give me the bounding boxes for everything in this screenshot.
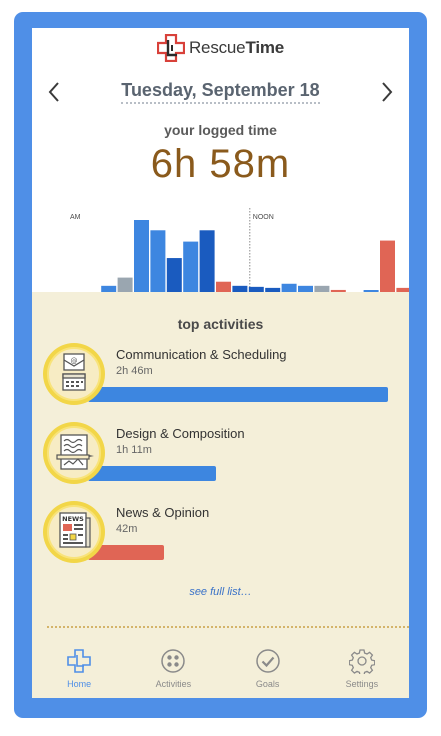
chart-marker-label: AM [70, 214, 81, 221]
logged-time-label: your logged time [164, 122, 277, 138]
logo-text: RescueTime [188, 38, 285, 57]
tab-label: Settings [345, 679, 379, 689]
chart-bar[interactable] [117, 277, 133, 292]
newspaper-icon: NEWS [43, 501, 105, 563]
activities-dots-icon [161, 649, 186, 673]
tab-home[interactable]: Home [32, 638, 126, 698]
rescuetime-logo-icon [156, 33, 186, 63]
activity-duration: 1h 11m [116, 444, 152, 456]
settings-gear-icon [348, 649, 375, 674]
app-screen: RescueTime Tuesday, September 18 your lo… [32, 28, 409, 698]
chart-bar[interactable] [134, 220, 149, 292]
date-navigator: Tuesday, September 18 [32, 78, 409, 106]
activity-row[interactable]: Design & Composition 1h 11m [42, 421, 402, 493]
home-cross-icon [67, 649, 91, 673]
chart-bar[interactable] [363, 290, 379, 292]
dotted-divider [47, 626, 409, 628]
svg-text:NEWS: NEWS [62, 515, 84, 523]
chart-bar[interactable] [150, 230, 166, 292]
bottom-tab-bar: Home Activities Goals Settings [32, 638, 409, 698]
activity-bar [88, 545, 164, 560]
chart-bar[interactable] [265, 287, 281, 292]
chart-bar[interactable] [101, 285, 117, 292]
chart-bar[interactable] [396, 287, 409, 292]
activity-name: Communication & Scheduling [116, 347, 287, 362]
see-full-list-link[interactable]: see full list… [189, 586, 252, 598]
chart-marker-label: NOON [253, 214, 274, 221]
activity-bar [88, 387, 388, 402]
chevron-right-icon [382, 82, 393, 102]
mail-calendar-icon: @ [43, 343, 105, 405]
activity-name: Design & Composition [116, 426, 245, 441]
tab-label: Home [67, 679, 92, 689]
tab-label: Goals [255, 679, 280, 689]
previous-day-button[interactable] [40, 78, 68, 106]
chart-bar[interactable] [166, 258, 182, 292]
chart-bar[interactable] [330, 289, 346, 292]
svg-text:@: @ [71, 357, 78, 365]
chevron-left-icon [48, 82, 59, 102]
drawing-easel-icon [43, 422, 105, 484]
tab-goals[interactable]: Goals [221, 638, 315, 698]
selected-date[interactable]: Tuesday, September 18 [32, 80, 409, 104]
goals-check-icon [255, 649, 280, 673]
chart-bar[interactable] [216, 281, 231, 292]
activity-bar [88, 466, 217, 481]
chart-bar[interactable] [298, 285, 313, 292]
activity-duration: 2h 46m [116, 365, 153, 377]
logged-time-value: 6h 58m [150, 142, 291, 186]
chart-bar[interactable] [248, 286, 264, 292]
chart-bar[interactable] [314, 285, 330, 292]
tab-label: Activities [155, 679, 192, 689]
chart-bar[interactable] [232, 285, 248, 292]
top-activities-title: top activities [177, 316, 264, 332]
chart-bar[interactable] [199, 230, 215, 292]
hourly-activity-chart: AMNOONPM [70, 208, 409, 292]
activity-duration: 42m [116, 523, 138, 535]
chart-bar[interactable] [281, 283, 297, 292]
chart-bar[interactable] [380, 240, 395, 292]
top-activities-panel: top activities @ Communication & Schedul… [32, 292, 409, 638]
tab-settings[interactable]: Settings [315, 638, 409, 698]
activity-name: News & Opinion [116, 505, 210, 520]
activity-row[interactable]: NEWS News & Opinion 42m [42, 500, 402, 572]
activity-row[interactable]: @ Communication & Scheduling 2h 46m [42, 342, 402, 414]
chart-bar[interactable] [183, 241, 199, 292]
next-day-button[interactable] [373, 78, 401, 106]
tab-activities[interactable]: Activities [126, 638, 220, 698]
app-logo: RescueTime [32, 32, 409, 64]
